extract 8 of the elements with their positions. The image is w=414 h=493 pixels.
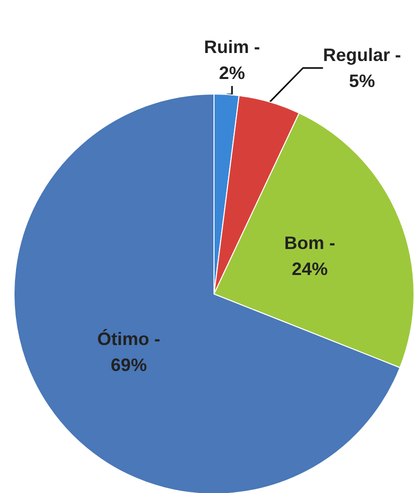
slice-label: Ótimo - bbox=[97, 328, 160, 349]
data-label: 5% bbox=[348, 71, 376, 91]
data-label: 69% bbox=[110, 354, 147, 375]
slice-label: Bom - bbox=[284, 233, 336, 254]
data-label: 24% bbox=[292, 259, 328, 280]
slice-label: Regular - bbox=[322, 45, 402, 65]
data-label: 2% bbox=[218, 63, 246, 83]
slice-label: Ruim - bbox=[204, 37, 260, 57]
